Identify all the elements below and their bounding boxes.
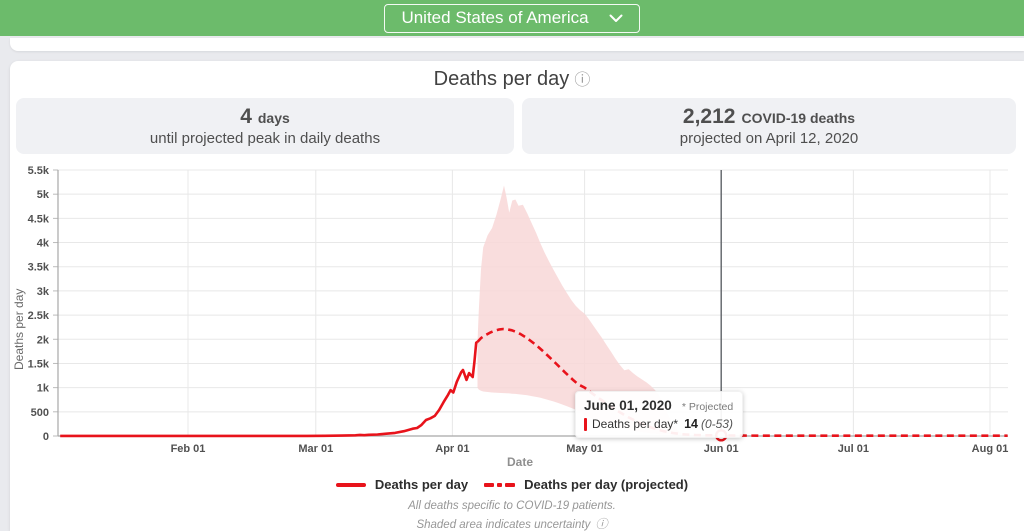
- y-tick-label: 4.5k: [28, 213, 50, 225]
- y-tick-label: 1.5k: [28, 358, 50, 370]
- legend-dashed-line-swatch: [484, 482, 516, 487]
- x-tick-label: May 01: [566, 443, 603, 455]
- y-tick-label: 5k: [37, 189, 50, 201]
- uncertainty-band: [477, 185, 682, 436]
- x-tick-label: Mar 01: [298, 443, 333, 455]
- chevron-down-icon: [609, 14, 623, 23]
- x-axis-title: Date: [506, 455, 533, 469]
- tooltip-series-color-bar: [584, 417, 587, 431]
- y-tick-label: 500: [31, 407, 49, 419]
- y-axis-title: Deaths per day: [12, 288, 26, 370]
- stat-peak-days-number: 4: [240, 105, 252, 128]
- x-tick-label: Aug 01: [972, 443, 1009, 455]
- info-icon[interactable]: ⓘ: [574, 72, 591, 89]
- country-selector-label: United States of America: [401, 8, 589, 27]
- x-tick-label: Jun 01: [704, 443, 739, 455]
- legend-solid-line-swatch: [335, 482, 366, 487]
- stat-peak-days: 4 days until projected peak in daily dea…: [16, 98, 514, 154]
- stat-projected-deaths-unit: COVID-19 deaths: [741, 110, 856, 126]
- footnote-uncertainty: Shaded area indicates uncertainty ⓘ: [416, 517, 608, 531]
- y-tick-label: 4k: [37, 238, 50, 250]
- stat-projected-deaths: 2,212 COVID-19 deaths projected on April…: [522, 98, 1016, 154]
- tooltip-projected-note: * Projected: [681, 401, 734, 413]
- deaths-line: [60, 340, 479, 438]
- previous-card-bottom: [10, 38, 1024, 51]
- tooltip-series-label: Deaths per day*: [592, 417, 679, 431]
- x-tick-label: Jul 01: [838, 443, 869, 455]
- legend-projected-label: Deaths per day (projected): [524, 477, 689, 492]
- top-green-bar: United States of America: [0, 0, 1024, 36]
- info-icon[interactable]: ⓘ: [595, 517, 608, 531]
- legend-item-observed: Deaths per day: [335, 477, 469, 492]
- y-tick-label: 3.5k: [28, 262, 50, 274]
- y-tick-label: 2k: [37, 334, 50, 346]
- stat-projected-deaths-caption: projected on April 12, 2020: [679, 130, 859, 147]
- chart-legend: Deaths per day Deaths per day (projected…: [0, 477, 1024, 492]
- chart-title-text: Deaths per day: [433, 68, 570, 90]
- tooltip-value: 14: [684, 417, 698, 431]
- y-tick-label: 0: [43, 431, 49, 443]
- tooltip-date: June 01, 2020: [584, 398, 672, 413]
- y-tick-label: 2.5k: [28, 310, 50, 322]
- y-tick-label: 1k: [37, 383, 50, 395]
- legend-observed-label: Deaths per day: [374, 477, 469, 492]
- x-tick-label: Feb 01: [171, 443, 206, 455]
- x-tick-label: Apr 01: [435, 443, 469, 455]
- chart-tooltip: June 01, 2020 * Projected Deaths per day…: [575, 391, 744, 438]
- stat-peak-days-caption: until projected peak in daily deaths: [149, 130, 381, 147]
- y-tick-label: 3k: [37, 286, 50, 298]
- footnote-covid-specific: All deaths specific to COVID-19 patients…: [408, 500, 616, 512]
- stat-projected-deaths-number: 2,212: [682, 105, 736, 128]
- stat-peak-days-unit: days: [257, 110, 290, 126]
- legend-item-projected: Deaths per day (projected): [484, 477, 688, 492]
- country-selector-dropdown[interactable]: United States of America: [384, 3, 640, 33]
- tooltip-range: (0-53): [700, 417, 733, 431]
- y-tick-label: 5.5k: [28, 165, 50, 177]
- chart-title: Deaths per day ⓘ: [0, 66, 1024, 91]
